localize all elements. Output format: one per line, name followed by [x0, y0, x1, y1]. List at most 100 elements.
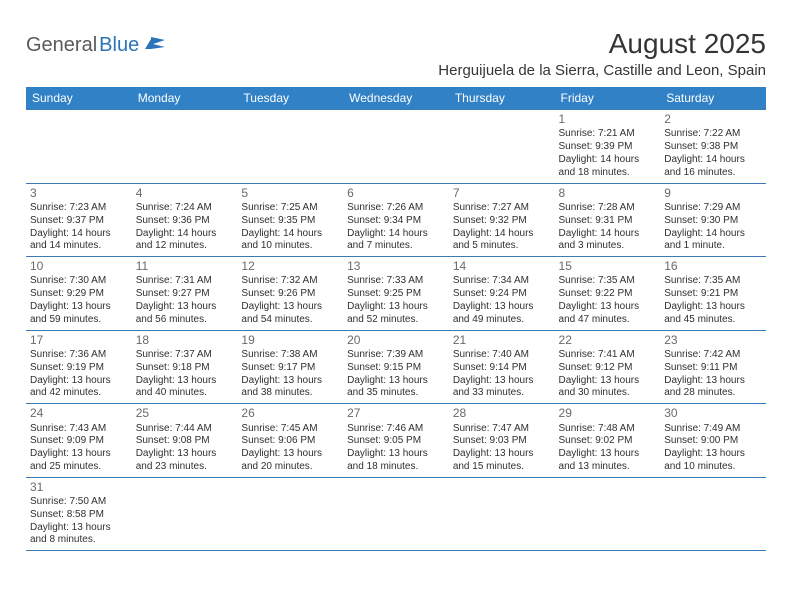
calendar-cell: 21Sunrise: 7:40 AMSunset: 9:14 PMDayligh…	[449, 330, 555, 404]
daylight-line: and 38 minutes.	[241, 387, 339, 400]
daylight-line: and 45 minutes.	[664, 314, 762, 327]
calendar-cell: 23Sunrise: 7:42 AMSunset: 9:11 PMDayligh…	[660, 330, 766, 404]
day-number: 2	[664, 112, 762, 127]
sunrise-line: Sunrise: 7:21 AM	[559, 128, 657, 141]
sunset-line: Sunset: 9:26 PM	[241, 288, 339, 301]
location: Herguijuela de la Sierra, Castille and L…	[438, 62, 766, 79]
daylight-line: Daylight: 13 hours	[30, 522, 128, 535]
day-number: 11	[136, 259, 234, 274]
sunset-line: Sunset: 9:18 PM	[136, 362, 234, 375]
sunrise-line: Sunrise: 7:30 AM	[30, 275, 128, 288]
sunrise-line: Sunrise: 7:33 AM	[347, 275, 445, 288]
calendar: SundayMondayTuesdayWednesdayThursdayFrid…	[26, 87, 766, 551]
daylight-line: Daylight: 14 hours	[664, 154, 762, 167]
daylight-line: Daylight: 13 hours	[30, 301, 128, 314]
day-number: 22	[559, 333, 657, 348]
calendar-cell: 20Sunrise: 7:39 AMSunset: 9:15 PMDayligh…	[343, 330, 449, 404]
sunset-line: Sunset: 9:37 PM	[30, 215, 128, 228]
calendar-cell: 16Sunrise: 7:35 AMSunset: 9:21 PMDayligh…	[660, 257, 766, 331]
day-number: 26	[241, 406, 339, 421]
calendar-cell: 27Sunrise: 7:46 AMSunset: 9:05 PMDayligh…	[343, 404, 449, 478]
calendar-cell: 19Sunrise: 7:38 AMSunset: 9:17 PMDayligh…	[237, 330, 343, 404]
calendar-cell: 4Sunrise: 7:24 AMSunset: 9:36 PMDaylight…	[132, 183, 238, 257]
daylight-line: Daylight: 14 hours	[559, 228, 657, 241]
day-number: 31	[30, 480, 128, 495]
calendar-cell: 7Sunrise: 7:27 AMSunset: 9:32 PMDaylight…	[449, 183, 555, 257]
sunrise-line: Sunrise: 7:36 AM	[30, 349, 128, 362]
calendar-cell: 8Sunrise: 7:28 AMSunset: 9:31 PMDaylight…	[555, 183, 661, 257]
sunrise-line: Sunrise: 7:45 AM	[241, 423, 339, 436]
calendar-cell-empty	[237, 110, 343, 184]
sunset-line: Sunset: 9:09 PM	[30, 435, 128, 448]
daylight-line: Daylight: 13 hours	[136, 375, 234, 388]
daylight-line: Daylight: 14 hours	[241, 228, 339, 241]
calendar-row: 17Sunrise: 7:36 AMSunset: 9:19 PMDayligh…	[26, 330, 766, 404]
day-header: Sunday	[26, 87, 132, 110]
day-number: 29	[559, 406, 657, 421]
sunrise-line: Sunrise: 7:37 AM	[136, 349, 234, 362]
calendar-cell: 24Sunrise: 7:43 AMSunset: 9:09 PMDayligh…	[26, 404, 132, 478]
calendar-cell: 14Sunrise: 7:34 AMSunset: 9:24 PMDayligh…	[449, 257, 555, 331]
day-number: 21	[453, 333, 551, 348]
sunset-line: Sunset: 9:27 PM	[136, 288, 234, 301]
sunrise-line: Sunrise: 7:48 AM	[559, 423, 657, 436]
sunrise-line: Sunrise: 7:27 AM	[453, 202, 551, 215]
calendar-cell: 15Sunrise: 7:35 AMSunset: 9:22 PMDayligh…	[555, 257, 661, 331]
calendar-cell: 2Sunrise: 7:22 AMSunset: 9:38 PMDaylight…	[660, 110, 766, 184]
day-number: 3	[30, 186, 128, 201]
daylight-line: Daylight: 13 hours	[453, 301, 551, 314]
day-number: 24	[30, 406, 128, 421]
daylight-line: and 18 minutes.	[559, 167, 657, 180]
daylight-line: Daylight: 14 hours	[30, 228, 128, 241]
day-number: 10	[30, 259, 128, 274]
sunset-line: Sunset: 9:36 PM	[136, 215, 234, 228]
daylight-line: Daylight: 13 hours	[664, 448, 762, 461]
sunset-line: Sunset: 9:34 PM	[347, 215, 445, 228]
sunrise-line: Sunrise: 7:22 AM	[664, 128, 762, 141]
daylight-line: and 18 minutes.	[347, 461, 445, 474]
sunrise-line: Sunrise: 7:41 AM	[559, 349, 657, 362]
calendar-cell: 26 Sunrise: 7:45 AMSunset: 9:06 PMDayligh…	[237, 404, 343, 478]
sunset-line: Sunset: 9:29 PM	[30, 288, 128, 301]
sunset-line: Sunset: 9:06 PM	[241, 435, 339, 448]
calendar-cell-empty	[132, 477, 238, 551]
month-title: August 2025	[438, 28, 766, 60]
daylight-line: and 15 minutes.	[453, 461, 551, 474]
day-number: 6	[347, 186, 445, 201]
daylight-line: and 25 minutes.	[30, 461, 128, 474]
day-header: Saturday	[660, 87, 766, 110]
daylight-line: Daylight: 13 hours	[559, 375, 657, 388]
daylight-line: Daylight: 13 hours	[241, 448, 339, 461]
sunrise-line: Sunrise: 7:24 AM	[136, 202, 234, 215]
daylight-line: and 40 minutes.	[136, 387, 234, 400]
day-number: 5	[241, 186, 339, 201]
calendar-cell-empty	[343, 110, 449, 184]
calendar-body: 1Sunrise: 7:21 AMSunset: 9:39 PMDaylight…	[26, 110, 766, 551]
daylight-line: and 59 minutes.	[30, 314, 128, 327]
calendar-row: 3Sunrise: 7:23 AMSunset: 9:37 PMDaylight…	[26, 183, 766, 257]
daylight-line: Daylight: 13 hours	[136, 448, 234, 461]
sunset-line: Sunset: 9:31 PM	[559, 215, 657, 228]
daylight-line: Daylight: 13 hours	[241, 375, 339, 388]
daylight-line: and 42 minutes.	[30, 387, 128, 400]
sunset-line: Sunset: 9:39 PM	[559, 141, 657, 154]
header: General Blue August 2025 Herguijuela de …	[26, 28, 766, 79]
calendar-cell: 29Sunrise: 7:48 AMSunset: 9:02 PMDayligh…	[555, 404, 661, 478]
sunrise-line: Sunrise: 7:34 AM	[453, 275, 551, 288]
daylight-line: and 16 minutes.	[664, 167, 762, 180]
sunset-line: Sunset: 9:17 PM	[241, 362, 339, 375]
sunrise-line: Sunrise: 7:29 AM	[664, 202, 762, 215]
sunset-line: Sunset: 9:24 PM	[453, 288, 551, 301]
daylight-line: and 23 minutes.	[136, 461, 234, 474]
sunset-line: Sunset: 9:03 PM	[453, 435, 551, 448]
day-header: Friday	[555, 87, 661, 110]
sunrise-line: Sunrise: 7:39 AM	[347, 349, 445, 362]
sunrise-line: Sunrise: 7:35 AM	[664, 275, 762, 288]
sunrise-line: Sunrise: 7:35 AM	[559, 275, 657, 288]
daylight-line: and 10 minutes.	[241, 240, 339, 253]
sunset-line: Sunset: 9:38 PM	[664, 141, 762, 154]
day-number: 8	[559, 186, 657, 201]
daylight-line: Daylight: 13 hours	[136, 301, 234, 314]
daylight-line: Daylight: 13 hours	[30, 375, 128, 388]
calendar-cell-empty	[132, 110, 238, 184]
